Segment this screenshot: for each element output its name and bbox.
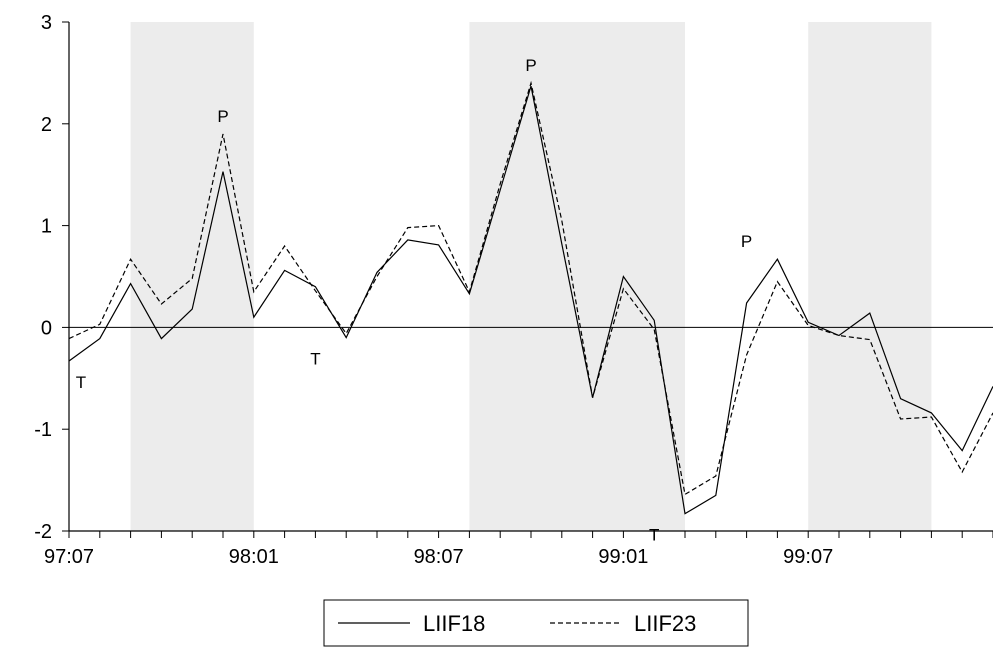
y-tick-label-0: 3	[41, 12, 52, 34]
annotation-t-1: T	[76, 373, 86, 392]
x-tick-label-3: 99:01	[598, 546, 648, 568]
legend-label-liif23: LIIF23	[634, 611, 696, 636]
annotation-p-4: P	[525, 56, 536, 75]
series-line-liif23	[68, 80, 993, 496]
annotation-p-6: P	[741, 232, 752, 251]
annotation-t-5: T	[649, 526, 659, 545]
annotation-t-3: T	[310, 350, 320, 369]
y-tick-label-2: 1	[41, 216, 52, 238]
y-tick-label-1: 2	[41, 114, 52, 136]
axes: 3 2 1 0 -1 -2 97:07 98:01 98:07 99:01 99:07	[34, 12, 993, 568]
recession-shading	[130, 22, 932, 531]
legend-label-liif18: LIIF18	[423, 611, 485, 636]
y-tick-label-5: -2	[34, 521, 52, 543]
shaded-period-2	[469, 22, 685, 531]
y-tick-label-4: -1	[34, 419, 52, 441]
annotations: T P T P T P	[76, 56, 752, 545]
annotation-p-2: P	[217, 107, 228, 126]
legend: LIIF18 LIIF23	[323, 599, 749, 647]
x-tick-label-4: 99:07	[783, 546, 833, 568]
series-line-liif18	[68, 85, 993, 515]
x-tick-label-0: 97:07	[44, 546, 94, 568]
shaded-period-3	[808, 22, 932, 531]
x-tick-label-2: 98:07	[414, 546, 464, 568]
x-tick-label-1: 98:01	[229, 546, 279, 568]
series-lines	[68, 80, 993, 515]
y-tick-label-3: 0	[41, 317, 52, 339]
